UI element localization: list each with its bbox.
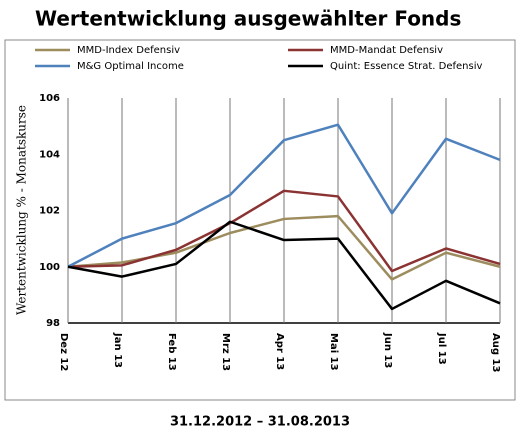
chart-subtitle: 31.12.2012 – 31.08.2013 (170, 415, 350, 430)
x-tick-label: Mai 13 (328, 333, 339, 371)
y-tick-label: 98 (46, 318, 60, 329)
y-tick-label: 100 (39, 262, 60, 273)
legend-label: M&G Optimal Income (77, 61, 184, 72)
x-tick-label: Feb 13 (166, 333, 177, 371)
x-tick-label: Dez 12 (58, 333, 69, 371)
legend-label: MMD-Mandat Defensiv (330, 45, 443, 56)
y-tick-label: 102 (39, 206, 60, 217)
y-tick-label: 104 (39, 149, 60, 160)
y-tick-label: 106 (39, 93, 60, 104)
x-tick-label: Jul 13 (436, 332, 447, 365)
x-tick-label: Apr 13 (274, 333, 285, 370)
x-tick-label: Jun 13 (382, 332, 393, 368)
chart-title: Wertentwicklung ausgewählter Fonds (35, 7, 461, 31)
x-tick-label: Aug 13 (490, 333, 501, 372)
series-line (67, 220, 501, 311)
y-axis-label: Wertentwicklung % - Monatskurse (15, 105, 29, 315)
x-tick-label: Jan 13 (112, 332, 123, 368)
series-line (67, 189, 501, 273)
chart-frame (4, 39, 516, 401)
legend-label: Quint: Essence Strat. Defensiv (330, 61, 482, 72)
legend-label: MMD-Index Defensiv (77, 45, 180, 56)
x-tick-label: Mrz 13 (220, 333, 231, 371)
series-line (67, 123, 501, 268)
